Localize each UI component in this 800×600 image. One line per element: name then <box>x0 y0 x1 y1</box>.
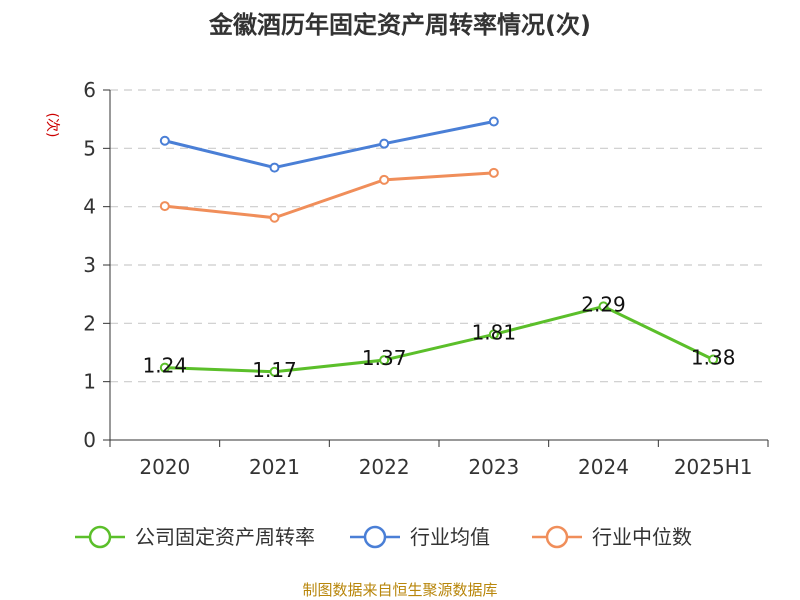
data-label: 1.37 <box>362 346 407 370</box>
x-tick-labels: 2020 2021 2022 2023 2024 2025H1 <box>139 455 752 479</box>
legend-label: 行业均值 <box>410 525 490 549</box>
legend[interactable]: 公司固定资产周转率 行业均值 行业中位数 <box>75 525 692 549</box>
x-tick-label: 2020 <box>139 455 190 479</box>
y-tick-label: 4 <box>83 195 96 219</box>
data-point[interactable] <box>159 362 170 373</box>
data-label: 2.29 <box>581 292 626 316</box>
data-point[interactable] <box>269 366 280 377</box>
data-point[interactable] <box>159 201 170 212</box>
data-point[interactable] <box>269 212 280 223</box>
x-tick-label: 2023 <box>468 455 519 479</box>
legend-marker <box>545 525 569 549</box>
axes <box>103 89 769 447</box>
y-tick-label: 5 <box>83 136 96 160</box>
legend-item-1[interactable]: 行业均值 <box>350 525 490 549</box>
data-label: 1.38 <box>691 346 736 370</box>
data-point[interactable] <box>379 138 390 149</box>
x-tick-label: 2024 <box>578 455 629 479</box>
y-tick-label: 0 <box>83 428 96 452</box>
y-tick-label: 6 <box>83 78 96 102</box>
data-point[interactable] <box>598 301 609 312</box>
legend-label: 公司固定资产周转率 <box>135 525 315 549</box>
y-tick-labels: 0 1 2 3 4 5 6 <box>83 78 96 452</box>
x-tick-label: 2025H1 <box>674 455 753 479</box>
series-line-2 <box>164 171 494 220</box>
data-labels: 1.24 1.17 1.37 1.81 2.29 1.38 <box>143 292 736 381</box>
chart-title: 金徽酒历年固定资产周转率情况(次) <box>208 11 591 39</box>
data-label: 1.24 <box>143 354 188 378</box>
y-tick-label: 2 <box>83 311 96 335</box>
y-tick-label: 1 <box>83 370 96 394</box>
data-point[interactable] <box>269 162 280 173</box>
data-point[interactable] <box>708 354 719 365</box>
data-point[interactable] <box>159 135 170 146</box>
series-line-1 <box>164 120 495 170</box>
legend-item-0[interactable]: 公司固定资产周转率 <box>75 525 315 549</box>
legend-marker <box>363 525 387 549</box>
data-label: 1.17 <box>252 358 297 382</box>
data-point[interactable] <box>488 329 499 340</box>
y-axis-label: (次) <box>44 113 60 138</box>
source-note: 制图数据来自恒生聚源数据库 <box>302 581 497 599</box>
legend-marker <box>88 525 112 549</box>
data-point[interactable] <box>379 355 390 366</box>
series-line-0 <box>164 304 714 374</box>
data-point[interactable] <box>379 174 390 185</box>
data-point[interactable] <box>488 116 499 127</box>
data-point[interactable] <box>488 167 499 178</box>
legend-label: 行业中位数 <box>592 525 692 549</box>
grid-lines <box>110 89 768 383</box>
y-tick-label: 3 <box>83 253 96 277</box>
legend-item-2[interactable]: 行业中位数 <box>532 525 692 549</box>
data-label: 1.81 <box>472 320 517 344</box>
x-tick-label: 2021 <box>249 455 300 479</box>
x-tick-label: 2022 <box>359 455 410 479</box>
series-group <box>159 116 719 377</box>
